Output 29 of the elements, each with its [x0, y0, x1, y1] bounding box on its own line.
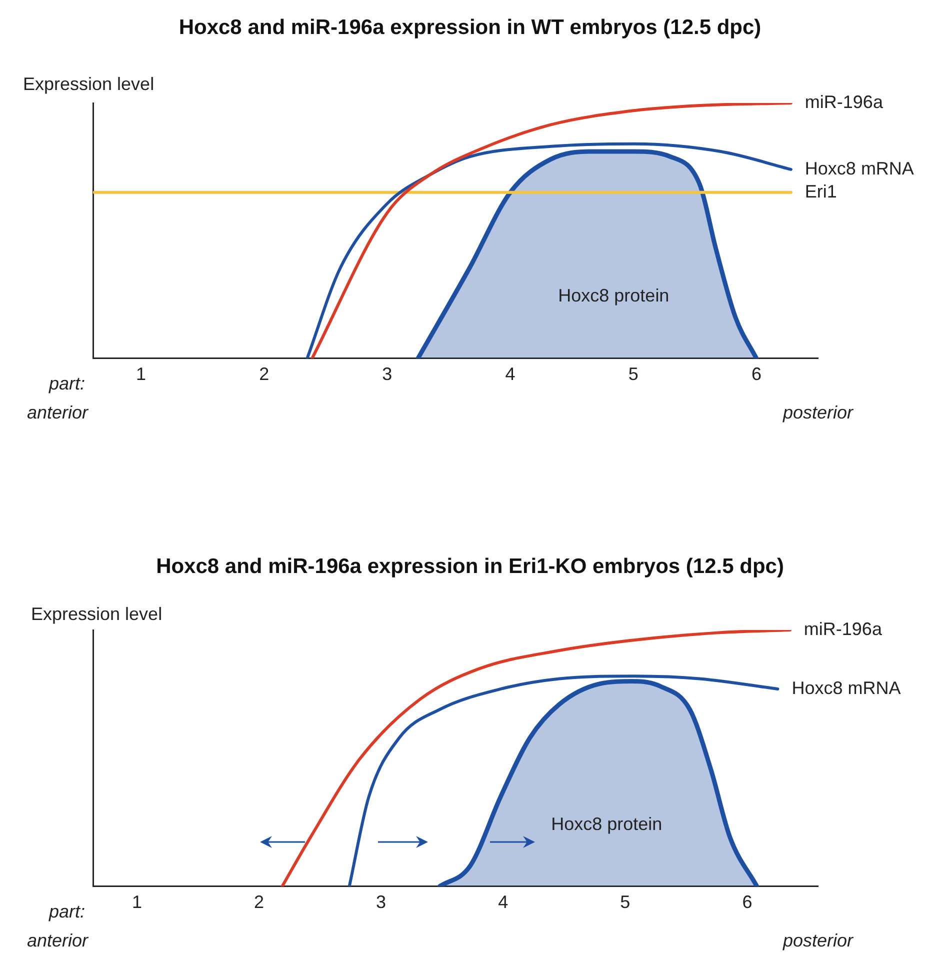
- x-tick-label: 4: [498, 892, 508, 912]
- chart-title: Hoxc8 and miR-196a expression in Eri1-KO embryos (12.5 dpc): [156, 554, 784, 578]
- series-label: miR-196a: [804, 92, 884, 112]
- x-tick-label: 4: [505, 364, 516, 384]
- series-label: Eri1: [804, 181, 837, 202]
- y-axis-title: Expression level: [23, 74, 154, 94]
- text: posterior: [782, 930, 854, 950]
- x-tick-label: 5: [620, 892, 630, 912]
- x-tick-label: 2: [259, 364, 270, 384]
- series-label: Hoxc8 protein: [558, 285, 670, 306]
- text: part:: [48, 901, 85, 922]
- y-axis-title: Expression level: [31, 604, 162, 624]
- x-tick-label: 1: [132, 892, 142, 912]
- x-tick-label: 3: [376, 892, 386, 912]
- x-tick-label: 3: [382, 364, 392, 384]
- x-tick-label: 1: [136, 364, 146, 384]
- series-label: miR-196a: [804, 618, 883, 639]
- series-label: Hoxc8 mRNA: [804, 158, 914, 178]
- series-label: Hoxc8 mRNA: [792, 678, 901, 698]
- text: posterior: [782, 402, 854, 422]
- x-tick-label: 5: [628, 364, 638, 384]
- text: anterior: [26, 402, 90, 422]
- text: part:: [48, 373, 85, 394]
- x-tick-label: 6: [742, 892, 752, 912]
- x-tick-label: 2: [254, 892, 264, 912]
- chart-title: Hoxc8 and miR-196a expression in WT embryos (12.5 dpc): [178, 16, 762, 39]
- text: anterior: [26, 930, 90, 950]
- x-tick-label: 6: [751, 364, 762, 384]
- series-label: Hoxc8 protein: [551, 814, 662, 834]
